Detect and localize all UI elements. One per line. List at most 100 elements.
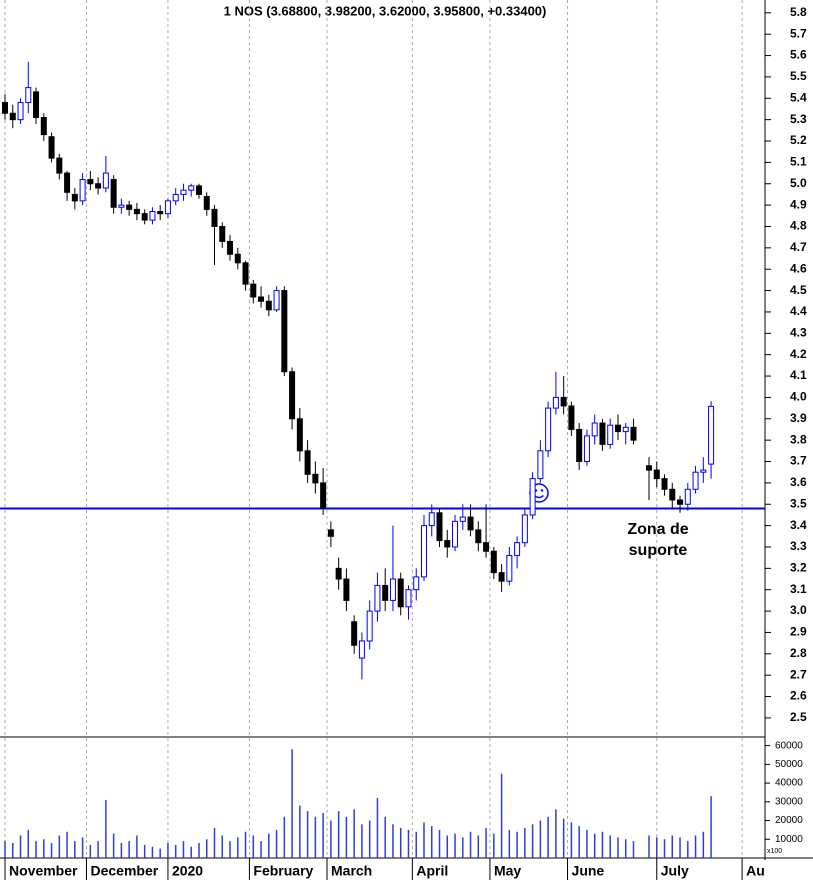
volume-bar: [376, 798, 379, 858]
candle-body: [219, 225, 226, 242]
volume-tick-label: 30000: [775, 796, 803, 807]
candle-body: [599, 422, 606, 445]
volume-bar: [671, 835, 674, 858]
candle-body: [180, 189, 187, 195]
y-tick-label: 3.5: [790, 496, 807, 510]
y-tick-label: 5.6: [790, 48, 807, 62]
candle-body: [622, 426, 629, 433]
candle-body: [630, 426, 637, 441]
volume-bar: [407, 829, 410, 858]
x-tick-label: November: [9, 863, 78, 879]
y-tick-label: 5.3: [790, 112, 807, 126]
volume-bar: [120, 843, 123, 858]
volume-bar: [438, 829, 441, 858]
chart-title: 1 NOS (3.68800, 3.98200, 3.62000, 3.9580…: [224, 3, 547, 18]
candle-body: [242, 262, 249, 285]
candle-body: [444, 540, 451, 548]
candle-body: [79, 178, 86, 202]
volume-tick-label: 50000: [775, 759, 803, 770]
volume-bar: [415, 831, 417, 858]
candle-body: [195, 185, 202, 195]
x-tick-label: July: [661, 863, 689, 879]
candle-body: [521, 514, 528, 544]
volume-bar: [182, 841, 185, 858]
y-tick-label: 3.1: [790, 582, 807, 596]
candle-body: [25, 87, 32, 104]
volume-bar: [431, 826, 433, 858]
volume-bar: [593, 833, 596, 858]
x-tick-label: Au: [746, 863, 765, 879]
y-tick-label: 3.8: [790, 432, 807, 446]
volume-bar: [128, 841, 130, 858]
volume-bar: [624, 839, 627, 858]
candle-body: [358, 640, 365, 659]
candle-body: [436, 512, 443, 542]
volume-bar: [586, 829, 588, 858]
volume-bar: [314, 816, 317, 858]
candle-body: [413, 576, 420, 591]
y-tick-label: 4.2: [790, 347, 807, 361]
x-tick-label: February: [253, 863, 313, 879]
y-tick-label: 3.6: [790, 475, 807, 489]
volume-bar: [4, 841, 6, 858]
x-tick-label: 2020: [172, 863, 203, 879]
candle-body: [17, 102, 24, 121]
y-tick-label: 3.3: [790, 539, 807, 553]
x-tick-label: June: [572, 863, 605, 879]
y-tick-label: 5.2: [790, 133, 807, 147]
candle-body: [506, 555, 513, 582]
volume-bar: [198, 843, 200, 858]
volume-bar: [710, 796, 712, 858]
candle-body: [64, 172, 71, 193]
candle-body: [576, 428, 583, 463]
candle-body: [9, 112, 16, 121]
volume-tick-label: 10000: [775, 834, 803, 845]
candle-body: [366, 610, 373, 642]
volume-bar: [361, 824, 363, 858]
candle-body: [273, 290, 280, 311]
candle-body: [351, 621, 358, 646]
volume-bar: [322, 813, 324, 858]
volume-bar: [656, 837, 658, 858]
volume-bar: [469, 831, 472, 858]
candle-body: [498, 572, 505, 582]
volume-bar: [283, 816, 286, 858]
candle-body: [514, 542, 521, 557]
volume-tick-label: 20000: [775, 815, 803, 826]
volume-bar: [617, 837, 619, 858]
volume-tick-label: 40000: [775, 778, 803, 789]
y-tick-label: 5.7: [790, 26, 807, 40]
volume-bar: [237, 837, 239, 858]
candle-body: [312, 473, 319, 484]
y-tick-label: 3.9: [790, 411, 807, 425]
x-tick-label: April: [416, 863, 448, 879]
volume-bar: [43, 839, 45, 858]
candle-body: [335, 567, 342, 580]
volume-bar: [555, 809, 557, 858]
candle-body: [607, 424, 614, 445]
candle-body: [459, 516, 466, 522]
volume-unit-label: x100: [767, 848, 782, 855]
candle-body: [389, 578, 396, 601]
volume-tick-label: 60000: [775, 740, 803, 751]
volume-bar: [291, 749, 293, 858]
annotation: suporte: [629, 542, 688, 559]
y-tick-label: 3.2: [790, 561, 807, 575]
candle-body: [545, 407, 552, 452]
volume-bar: [368, 820, 371, 858]
volume-bar: [74, 841, 76, 858]
y-tick-label: 4.5: [790, 283, 807, 297]
candle-body: [661, 478, 668, 490]
volume-bar: [306, 811, 309, 858]
candle-body: [110, 178, 117, 208]
volume-bar: [229, 841, 231, 858]
volume-bar: [547, 816, 549, 858]
volume-bar: [81, 837, 84, 858]
y-tick-label: 4.9: [790, 197, 807, 211]
candle-body: [669, 488, 676, 501]
volume-bar: [687, 841, 689, 858]
candle-body: [133, 208, 140, 215]
candle-body: [420, 525, 427, 578]
y-tick-label: 2.5: [790, 710, 807, 724]
